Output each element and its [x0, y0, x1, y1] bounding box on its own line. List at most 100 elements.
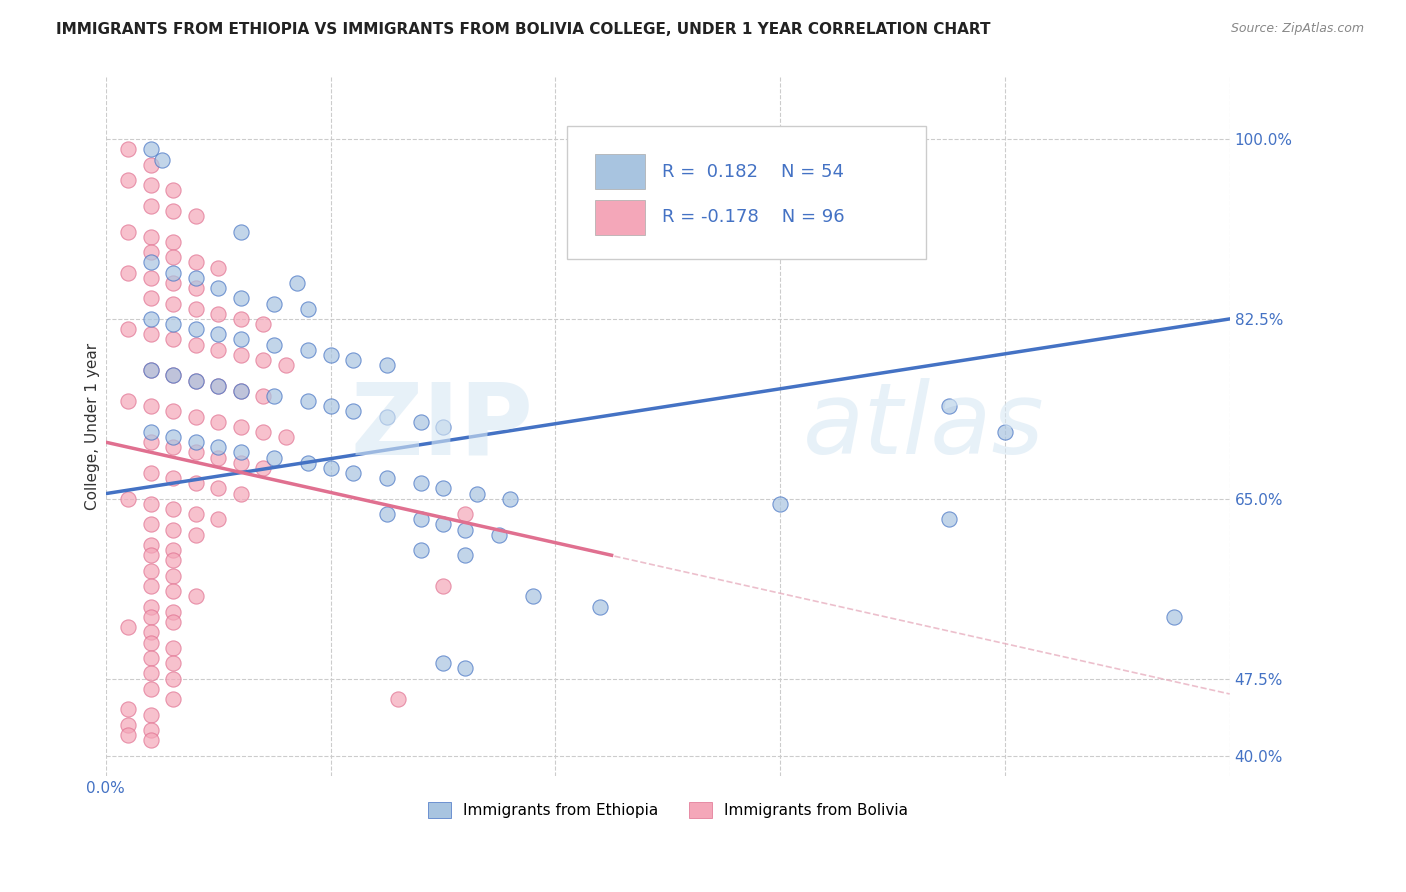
Point: [229, 456, 252, 470]
Point: [139, 291, 162, 305]
Point: [375, 358, 398, 372]
Point: [139, 625, 162, 640]
Point: [117, 266, 139, 280]
Point: [139, 255, 162, 269]
Point: [139, 599, 162, 614]
Point: [297, 394, 319, 409]
Text: ZIP: ZIP: [350, 378, 533, 475]
Point: [139, 733, 162, 747]
FancyBboxPatch shape: [595, 200, 645, 235]
Point: [139, 497, 162, 511]
Point: [938, 399, 960, 413]
Point: [139, 270, 162, 285]
Point: [139, 435, 162, 450]
Point: [432, 656, 454, 670]
Point: [229, 384, 252, 398]
Point: [252, 425, 274, 439]
Point: [162, 615, 184, 629]
Point: [409, 512, 432, 526]
Point: [117, 322, 139, 336]
Point: [319, 348, 342, 362]
Point: [139, 635, 162, 649]
Legend: Immigrants from Ethiopia, Immigrants from Bolivia: Immigrants from Ethiopia, Immigrants fro…: [422, 797, 914, 824]
Point: [184, 322, 207, 336]
Point: [162, 204, 184, 219]
Point: [184, 445, 207, 459]
Point: [162, 553, 184, 567]
Point: [162, 404, 184, 418]
Text: R =  0.182    N = 54: R = 0.182 N = 54: [662, 162, 844, 181]
Point: [207, 281, 229, 295]
Point: [162, 584, 184, 599]
Text: Source: ZipAtlas.com: Source: ZipAtlas.com: [1230, 22, 1364, 36]
Point: [150, 153, 173, 167]
Point: [184, 476, 207, 491]
Point: [263, 389, 285, 403]
Point: [274, 430, 297, 444]
Point: [229, 225, 252, 239]
Point: [184, 337, 207, 351]
Point: [207, 441, 229, 455]
Point: [499, 491, 522, 506]
Y-axis label: College, Under 1 year: College, Under 1 year: [86, 343, 100, 510]
Point: [139, 579, 162, 593]
Point: [162, 430, 184, 444]
Point: [139, 229, 162, 244]
Point: [589, 599, 612, 614]
Point: [117, 620, 139, 634]
Point: [229, 419, 252, 434]
Point: [409, 476, 432, 491]
Point: [162, 368, 184, 383]
Point: [207, 343, 229, 357]
Point: [162, 250, 184, 264]
Point: [162, 276, 184, 290]
Text: R = -0.178    N = 96: R = -0.178 N = 96: [662, 208, 845, 227]
Point: [375, 409, 398, 424]
Point: [229, 445, 252, 459]
Point: [162, 640, 184, 655]
Point: [162, 672, 184, 686]
Point: [184, 590, 207, 604]
Point: [117, 225, 139, 239]
Point: [117, 173, 139, 187]
Point: [229, 486, 252, 500]
Point: [432, 517, 454, 532]
Point: [938, 512, 960, 526]
Point: [454, 548, 477, 562]
Point: [454, 661, 477, 675]
Point: [252, 353, 274, 368]
Point: [184, 435, 207, 450]
Point: [139, 681, 162, 696]
Point: [184, 527, 207, 541]
Point: [139, 466, 162, 480]
Point: [342, 353, 364, 368]
Point: [285, 276, 308, 290]
Point: [139, 363, 162, 377]
Point: [319, 399, 342, 413]
Point: [184, 507, 207, 521]
Point: [139, 399, 162, 413]
Point: [117, 702, 139, 716]
Point: [139, 610, 162, 624]
Point: [207, 307, 229, 321]
Point: [162, 523, 184, 537]
Point: [162, 296, 184, 310]
Point: [162, 471, 184, 485]
Point: [117, 491, 139, 506]
Point: [162, 333, 184, 347]
Point: [297, 343, 319, 357]
Point: [769, 497, 792, 511]
Point: [994, 425, 1017, 439]
Point: [1163, 610, 1185, 624]
Point: [162, 184, 184, 198]
Point: [207, 378, 229, 392]
Point: [162, 441, 184, 455]
Point: [139, 538, 162, 552]
Text: atlas: atlas: [803, 378, 1045, 475]
Point: [207, 482, 229, 496]
Point: [184, 374, 207, 388]
Point: [465, 486, 488, 500]
Point: [139, 158, 162, 172]
Point: [139, 178, 162, 193]
Point: [207, 415, 229, 429]
